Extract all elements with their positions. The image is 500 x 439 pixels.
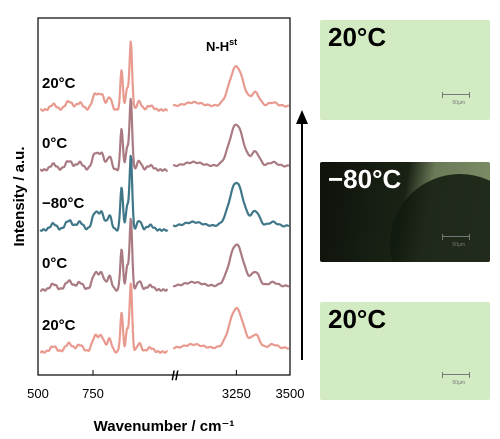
x-tick-label: 3250 [222, 386, 251, 401]
series-label: 0°C [42, 135, 67, 152]
spectrum-line-low [39, 217, 169, 292]
scale-bar-label: 50µm [452, 100, 465, 106]
series-label: −80°C [42, 195, 84, 212]
micrograph-label: −80°C [328, 164, 402, 194]
spectrum-line-low [39, 282, 168, 354]
plot-frame [37, 17, 291, 376]
spectrum-line-high [172, 306, 290, 350]
spectra-chart: // 500 750 3250 3500 Wavenumber / cm⁻¹ Intensi… [11, 17, 305, 435]
spectrum-line-low [39, 97, 169, 172]
micrograph-dark-region [390, 174, 490, 262]
arrow-head [296, 110, 308, 124]
scale-bar [442, 234, 470, 240]
x-tick-label: 500 [27, 386, 49, 401]
spectrum-line-low [39, 154, 169, 232]
series-label: 0°C [42, 255, 67, 272]
micrograph-panel: 20°C 50µm [320, 20, 490, 120]
y-axis-label: Intensity / a.u. [11, 146, 28, 246]
x-tick-label: 3500 [276, 386, 305, 401]
x-tick-label: 750 [82, 386, 104, 401]
micrograph-panel: −80°C 50µm [320, 162, 490, 262]
spectrum-line-high [172, 123, 290, 168]
spectrum-line-high [172, 181, 290, 228]
scale-bar [442, 92, 470, 98]
series-label: 20°C [42, 75, 76, 92]
spectrum-line-high [172, 65, 290, 108]
spectrum-line-high [172, 243, 290, 288]
micrograph-panel: 20°C 50µm [320, 302, 490, 400]
spectrum-line-low [39, 40, 169, 112]
temperature-arrow [296, 110, 308, 360]
scale-bar [442, 372, 470, 378]
scale-bar-label: 50µm [452, 242, 465, 248]
nh-stretch-annotation: N-Hst [206, 37, 237, 54]
micrograph-label: 20°C [328, 22, 387, 52]
series-label: 20°C [42, 317, 76, 334]
scale-bar-label: 50µm [452, 380, 465, 386]
axis-break: // [171, 368, 179, 383]
x-axis-label: Wavenumber / cm⁻¹ [94, 418, 235, 435]
micrograph-label: 20°C [328, 304, 387, 334]
